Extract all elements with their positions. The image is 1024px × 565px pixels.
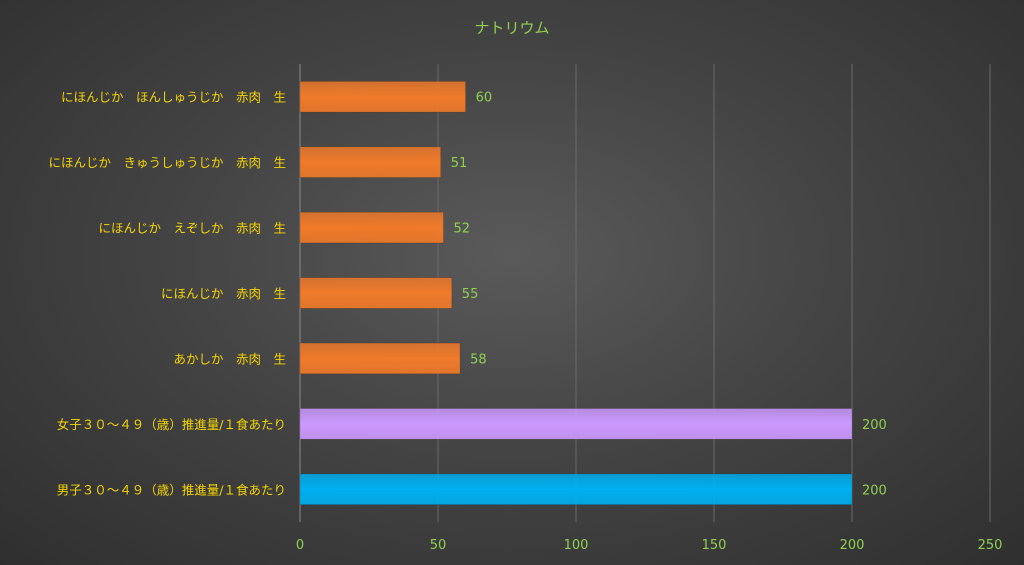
x-tick-label: 0 bbox=[296, 538, 304, 553]
category-label: にほんじか ほんしゅうじか 赤肉 生 bbox=[61, 90, 286, 105]
x-tick-label: 150 bbox=[702, 538, 727, 553]
bar bbox=[299, 473, 853, 505]
category-label: にほんじか えぞしか 赤肉 生 bbox=[98, 221, 286, 236]
x-tick-label: 250 bbox=[978, 538, 1003, 553]
data-label: 58 bbox=[470, 352, 487, 367]
bar bbox=[299, 211, 444, 244]
labels: 0 50 100 150 200 250 にほんじか ほんしゅうじか 赤肉 生 60 にほんじか… bbox=[48, 90, 1002, 553]
bars bbox=[299, 81, 853, 505]
data-label: 55 bbox=[462, 287, 479, 302]
bar bbox=[299, 146, 442, 178]
bar bbox=[299, 277, 453, 309]
data-label: 200 bbox=[862, 418, 887, 433]
data-label: 52 bbox=[454, 222, 471, 237]
chart-title: ナトリウム bbox=[474, 19, 549, 37]
data-label: 60 bbox=[476, 91, 493, 106]
bar bbox=[299, 81, 466, 113]
bar bbox=[299, 342, 461, 375]
category-label: にほんじか きゅうしゅうじか 赤肉 生 bbox=[48, 155, 286, 170]
data-label: 51 bbox=[451, 156, 468, 171]
category-label: 女子３０～４９（歳）推進量/１食あたり bbox=[57, 417, 286, 432]
x-tick-label: 100 bbox=[564, 538, 589, 553]
x-tick-label: 50 bbox=[430, 538, 447, 553]
gridlines bbox=[299, 64, 991, 522]
x-tick-label: 200 bbox=[840, 538, 865, 553]
category-label: あかしか 赤肉 生 bbox=[173, 351, 286, 366]
data-label: 200 bbox=[862, 483, 887, 498]
category-label: 男子３０～４９（歳）推進量/１食あたり bbox=[57, 482, 286, 497]
bar bbox=[299, 408, 853, 440]
category-label: にほんじか 赤肉 生 bbox=[161, 286, 286, 301]
